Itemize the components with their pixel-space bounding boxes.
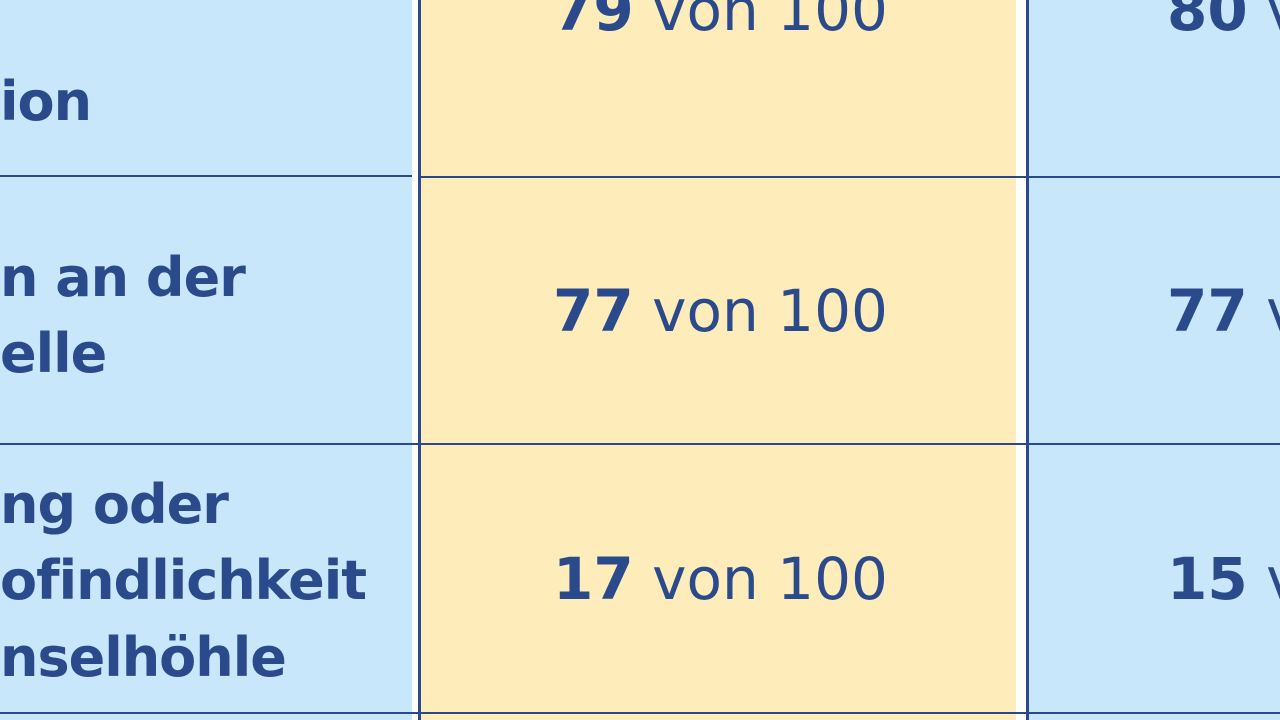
row-label: nselhöhle — [0, 626, 287, 689]
right-column — [1029, 0, 1280, 720]
middle-value: 79 von 100 — [553, 0, 888, 44]
left-column — [0, 0, 412, 720]
column-divider — [418, 0, 421, 720]
middle-value: 77 von 100 — [553, 277, 888, 345]
row-divider — [0, 175, 412, 177]
right-value: 77 von 100 — [1167, 281, 1280, 341]
row-divider — [0, 712, 1280, 714]
row-label: n an der — [0, 246, 246, 309]
row-label: ng oder — [0, 473, 229, 536]
middle-column — [421, 0, 1016, 720]
row-label: ofindlichkeit — [0, 549, 367, 612]
row-label: ion — [0, 70, 92, 133]
row-divider — [418, 176, 1280, 178]
column-divider — [1026, 0, 1029, 720]
row-divider — [0, 443, 1280, 445]
row-label: elle — [0, 322, 107, 385]
right-value: 80 von 100 — [1167, 0, 1280, 40]
middle-value: 17 von 100 — [553, 545, 888, 613]
right-value: 15 von 100 — [1167, 549, 1280, 609]
